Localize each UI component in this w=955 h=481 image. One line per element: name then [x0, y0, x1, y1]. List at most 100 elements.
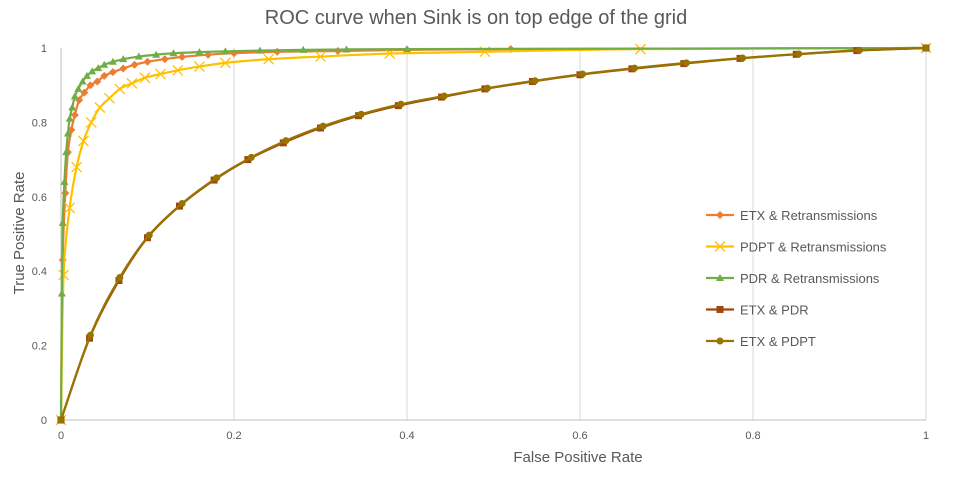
series-5	[57, 44, 930, 424]
legend-entry: PDR & Retransmissions	[706, 271, 880, 286]
series-line	[59, 46, 927, 421]
data-point	[319, 122, 327, 130]
data-point	[57, 289, 66, 297]
legend-label: ETX & Retransmissions	[740, 208, 878, 223]
data-point	[70, 110, 79, 119]
series-line	[59, 46, 927, 421]
legend-swatch-marker	[716, 274, 724, 281]
data-point	[579, 70, 587, 78]
legend-swatch-marker	[716, 306, 724, 313]
data-point	[126, 77, 138, 89]
data-point	[213, 174, 221, 182]
data-point	[255, 46, 264, 54]
data-point	[61, 189, 70, 198]
y-tick-label: 1	[41, 43, 47, 55]
data-point	[103, 92, 115, 104]
data-point	[282, 137, 290, 145]
data-point	[178, 199, 186, 207]
data-point	[152, 50, 161, 58]
data-point	[195, 48, 204, 56]
data-point	[94, 102, 106, 113]
data-point	[85, 116, 97, 128]
data-point	[333, 46, 342, 55]
series-2	[55, 42, 932, 426]
data-point	[247, 153, 255, 161]
legend-swatch-marker	[716, 337, 724, 345]
data-point	[160, 55, 169, 64]
data-point	[63, 129, 72, 137]
x-tick-label: 0.2	[226, 430, 241, 442]
x-tick-label: 0.4	[399, 430, 414, 442]
data-point	[315, 51, 326, 63]
series-1	[57, 44, 930, 424]
data-point	[58, 269, 70, 281]
legend-swatch-marker	[714, 241, 726, 252]
data-point	[78, 135, 89, 147]
data-point	[169, 49, 178, 57]
data-point	[855, 46, 863, 54]
series-3	[57, 44, 930, 423]
legend-label: ETX & PDPT	[740, 334, 816, 349]
data-point	[357, 110, 365, 118]
grid-layer	[233, 48, 927, 420]
data-point	[155, 68, 166, 80]
data-point	[397, 100, 405, 108]
data-point	[68, 103, 77, 111]
y-axis-title: True Positive Rate	[11, 172, 28, 295]
legend-swatch-marker	[716, 211, 724, 219]
data-point	[630, 64, 638, 72]
data-point	[172, 64, 184, 76]
data-point	[100, 60, 109, 68]
x-tick-label: 1	[923, 430, 929, 442]
data-point	[219, 57, 231, 69]
data-point	[134, 52, 143, 60]
y-tick-label: 0.8	[32, 117, 47, 129]
data-point	[145, 231, 153, 239]
series-4	[57, 44, 930, 424]
data-point	[178, 52, 187, 61]
data-point	[86, 81, 95, 90]
x-axis-title: False Positive Rate	[513, 449, 642, 466]
data-point	[483, 84, 491, 92]
data-point	[80, 88, 89, 97]
data-point	[108, 68, 117, 77]
data-point	[93, 77, 102, 86]
y-tick-label: 0	[41, 415, 47, 427]
data-point	[342, 45, 351, 53]
legend-label: PDR & Retransmissions	[740, 271, 880, 286]
data-point	[71, 161, 83, 173]
legend-label: ETX & PDR	[740, 303, 809, 318]
data-point	[403, 45, 411, 53]
data-point	[65, 114, 74, 122]
data-point	[139, 72, 151, 84]
data-point	[62, 148, 71, 156]
data-point	[88, 67, 97, 75]
legend-entry: PDPT & Retransmissions	[706, 240, 887, 255]
legend-entry: ETX & Retransmissions	[706, 208, 878, 223]
data-point	[130, 60, 139, 69]
series-line	[59, 46, 927, 421]
data-point	[531, 77, 539, 85]
y-tick-label: 0.4	[32, 266, 47, 278]
data-point	[58, 218, 67, 226]
data-point	[221, 47, 230, 55]
x-tick-label: 0.6	[572, 430, 587, 442]
data-point	[94, 64, 103, 72]
y-tick-label: 0.6	[32, 192, 47, 204]
chart-title: ROC curve when Sink is on top edge of th…	[265, 7, 687, 29]
legend-label: PDPT & Retransmissions	[740, 240, 887, 255]
data-point	[70, 92, 79, 100]
data-point	[682, 59, 690, 67]
data-point	[299, 45, 308, 53]
series-line	[59, 46, 927, 421]
data-point	[273, 47, 282, 56]
data-point	[60, 177, 69, 185]
data-point	[100, 71, 109, 80]
data-point	[82, 71, 91, 79]
data-point	[263, 53, 275, 65]
data-point	[108, 57, 117, 65]
data-point	[193, 61, 205, 73]
data-point	[57, 416, 65, 424]
